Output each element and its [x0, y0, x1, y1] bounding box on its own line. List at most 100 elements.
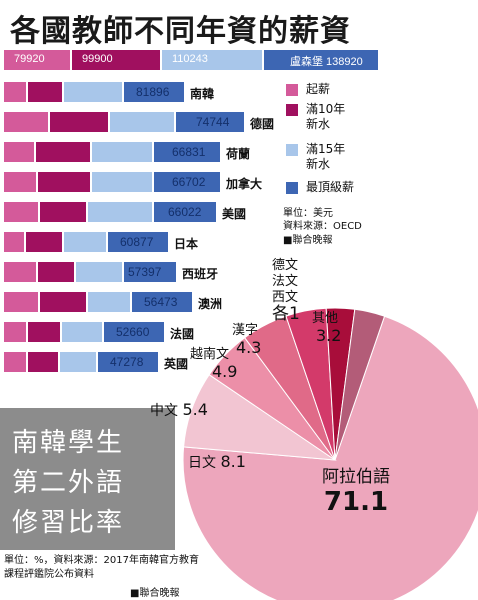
pie-credit-note: ■聯合晚報: [130, 588, 180, 599]
legend-label: 最頂級薪: [306, 180, 355, 194]
country-bar-segment: [4, 232, 24, 252]
country-bar-segment: [4, 82, 26, 102]
pie-slice-label: 其他 3.2: [312, 311, 342, 345]
header-bar-segment: [4, 50, 70, 70]
pie-title-line-3: 修習比率: [12, 508, 125, 538]
country-bar-segment: [4, 112, 48, 132]
header-bar-value: 99900: [82, 53, 113, 65]
header-bar-segment: [162, 50, 262, 70]
country-bar-segment: [124, 262, 176, 282]
legend-swatch: [286, 182, 298, 194]
country-label: 日本: [174, 237, 199, 251]
pie-slice: [334, 308, 386, 461]
pie-slice-value: 4.9: [212, 362, 238, 381]
country-bar-segment: [4, 202, 38, 222]
country-bar-segment: [38, 262, 74, 282]
country-bar-segment: [124, 82, 184, 102]
salary-bar-chart: [4, 50, 378, 372]
header-bar-segment: [264, 50, 378, 70]
header-bar-value: 79920: [14, 53, 45, 65]
pie-slice-label: 日文 8.1: [188, 452, 246, 471]
pie-slice-label: 中文 5.4: [150, 400, 208, 419]
header-bar-value: 盧森堡 138920: [290, 56, 363, 68]
country-top-salary: 52660: [116, 325, 150, 339]
legend-swatch: [286, 144, 298, 156]
country-top-salary: 74744: [196, 115, 230, 129]
pie-slice-value: 8.1: [220, 452, 246, 471]
country-top-salary: 66022: [168, 205, 202, 219]
country-bar-segment: [28, 322, 60, 342]
country-bar-segment: [154, 202, 216, 222]
country-bar-segment: [50, 112, 108, 132]
country-label: 西班牙: [182, 267, 219, 281]
country-bar-segment: [4, 322, 26, 342]
legend-label: 起薪: [306, 82, 331, 96]
country-bar-segment: [88, 292, 130, 312]
country-bar-segment: [98, 352, 158, 372]
country-label: 加拿大: [226, 177, 263, 191]
country-label: 荷蘭: [226, 147, 251, 161]
country-top-salary: 47278: [110, 355, 144, 369]
country-bar-segment: [154, 142, 220, 162]
pie-source-note: 單位：%，資料來源：2017年南韓官方教育課程評鑑院公布資料: [4, 555, 199, 580]
pie-title-line-2: 第二外語: [12, 468, 125, 498]
pie-slice-value: 71.1: [323, 487, 389, 517]
country-bar-segment: [4, 352, 26, 372]
pie-slice-value: 各1: [272, 304, 300, 324]
country-top-salary: 60877: [120, 235, 154, 249]
country-bar-segment: [88, 202, 152, 222]
country-label: 法國: [170, 327, 195, 341]
country-bar-segment: [176, 112, 244, 132]
header-bar-value: 110243: [172, 53, 208, 65]
legend-swatch: [286, 84, 298, 96]
country-bar-segment: [108, 232, 168, 252]
country-bar-segment: [64, 232, 106, 252]
source-note: 資料來源：OECD: [283, 221, 362, 232]
country-bar-segment: [38, 172, 90, 192]
country-label: 德國: [250, 117, 275, 131]
country-top-salary: 56473: [144, 295, 178, 309]
country-bar-segment: [28, 352, 58, 372]
country-bar-segment: [92, 172, 152, 192]
pie-slice-label: 漢字 4.3: [232, 323, 262, 357]
chart-title: 各國教師不同年資的薪資: [10, 14, 351, 49]
legend-label: 滿10年 新水: [306, 102, 346, 131]
country-bar-segment: [110, 112, 174, 132]
country-top-salary: 66702: [172, 175, 206, 189]
country-bar-segment: [4, 292, 38, 312]
country-bar-segment: [62, 322, 102, 342]
country-bar-segment: [36, 142, 90, 162]
country-label: 美國: [222, 207, 247, 221]
country-bar-segment: [26, 232, 62, 252]
pie-slice: [182, 315, 478, 600]
country-bar-segment: [28, 82, 62, 102]
country-bar-segment: [92, 142, 152, 162]
country-label: 南韓: [190, 87, 215, 101]
pie-title-line-1: 南韓學生: [12, 428, 125, 458]
pie-slice-value: 3.2: [316, 326, 342, 345]
credit-note: ■聯合晚報: [283, 235, 333, 246]
country-bar-segment: [4, 142, 34, 162]
pie-slice-label: 越南文 4.9: [190, 347, 238, 381]
country-label: 澳洲: [198, 297, 223, 311]
country-bar-segment: [154, 172, 220, 192]
legend-swatch: [286, 104, 298, 116]
country-top-salary: 81896: [136, 85, 170, 99]
pie-slice-label: 阿拉伯語 71.1: [322, 467, 390, 517]
country-bar-segment: [40, 292, 86, 312]
country-bar-segment: [60, 352, 96, 372]
country-bar-segment: [4, 172, 36, 192]
country-label: 英國: [164, 357, 189, 371]
pie-title-panel: 南韓學生 第二外語 修習比率: [0, 408, 175, 550]
header-bar-segment: [72, 50, 160, 70]
country-top-salary: 66831: [172, 145, 206, 159]
country-bar-segment: [76, 262, 122, 282]
pie-slice-value: 5.4: [182, 400, 208, 419]
country-bar-segment: [132, 292, 192, 312]
pie-slice-value: 4.3: [236, 338, 262, 357]
unit-note: 單位：美元: [283, 208, 333, 219]
country-bar-segment: [64, 82, 122, 102]
legend-label: 滿15年 新水: [306, 142, 346, 171]
country-bar-segment: [104, 322, 164, 342]
